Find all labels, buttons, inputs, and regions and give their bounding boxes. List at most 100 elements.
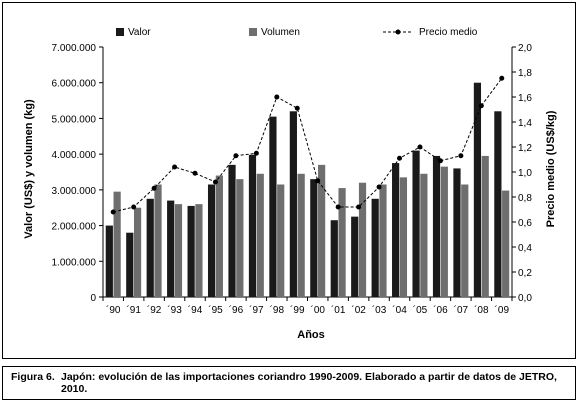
y-tick-label-right: 1,6 xyxy=(518,93,532,104)
bar-valor xyxy=(412,150,420,297)
x-tick-label: ´91 xyxy=(126,304,141,316)
x-tick-label: ´06 xyxy=(433,304,448,316)
bar-volumen xyxy=(502,190,510,297)
bar-volumen xyxy=(481,155,489,297)
y-axis-title-right: Precio medio (US$/kg) xyxy=(545,110,557,227)
bar-volumen xyxy=(174,204,183,297)
bar-volumen xyxy=(461,184,469,297)
y-tick-label-right: 1,2 xyxy=(518,143,532,154)
bar-volumen xyxy=(154,184,162,297)
bar-volumen xyxy=(236,179,244,297)
x-tick-label: ´01 xyxy=(331,304,346,316)
x-tick-label: ´95 xyxy=(208,304,223,316)
figure-caption-text: Japón: evolución de las importaciones co… xyxy=(61,371,557,395)
bar-valor xyxy=(248,154,257,297)
bar-valor xyxy=(146,198,154,297)
x-tick-label: ´09 xyxy=(495,304,510,316)
y-tick-label-right: 1,0 xyxy=(518,168,532,179)
y-tick-label-right: 0,8 xyxy=(518,193,532,204)
point-precio-medio xyxy=(110,209,116,215)
bar-volumen xyxy=(277,184,285,297)
bar-valor xyxy=(105,225,113,297)
x-tick-label: ´94 xyxy=(188,304,203,316)
y-tick-label-left: 1.000.000 xyxy=(52,257,97,268)
bar-volumen xyxy=(338,188,346,297)
y-axis-title-left: Valor (US$) y volumen (kg) xyxy=(23,99,35,239)
point-precio-medio xyxy=(478,103,484,109)
bar-valor xyxy=(371,198,379,297)
y-tick-label-left: 2.000.000 xyxy=(52,222,97,233)
point-precio-medio xyxy=(131,204,137,210)
bar-volumen xyxy=(399,177,408,297)
bar-volumen xyxy=(113,191,121,297)
bar-valor xyxy=(228,164,236,297)
point-precio-medio xyxy=(499,75,505,81)
x-tick-label: ´97 xyxy=(249,304,264,316)
bar-valor xyxy=(167,200,175,297)
bar-volumen xyxy=(133,207,142,297)
point-precio-medio xyxy=(397,155,403,161)
y-tick-label-right: 1,8 xyxy=(518,68,532,79)
x-tick-label: ´02 xyxy=(351,304,366,316)
y-tick-label-left: 0 xyxy=(90,293,96,304)
y-tick-label-left: 7.000.000 xyxy=(52,43,97,54)
point-precio-medio xyxy=(315,178,321,184)
legend-marker-precio xyxy=(395,29,401,35)
y-tick-label-right: 1,4 xyxy=(518,118,532,129)
bar-volumen xyxy=(195,204,203,297)
legend-label-valor: Valor xyxy=(128,27,151,38)
bar-volumen xyxy=(215,175,223,297)
x-tick-label: ´98 xyxy=(270,304,285,316)
legend-swatch-volumen xyxy=(249,28,257,36)
y-tick-label-right: 0,2 xyxy=(518,268,532,279)
point-precio-medio xyxy=(458,153,464,159)
bar-valor xyxy=(473,82,482,297)
y-tick-label-left: 3.000.000 xyxy=(52,186,97,197)
bar-valor xyxy=(351,216,359,297)
bar-volumen xyxy=(379,184,387,297)
y-tick-label-left: 4.000.000 xyxy=(52,150,97,161)
bar-volumen xyxy=(440,166,448,297)
bar-valor xyxy=(310,179,318,297)
bar-valor xyxy=(330,220,338,297)
y-tick-label-left: 6.000.000 xyxy=(52,79,97,90)
point-precio-medio xyxy=(437,158,443,164)
chart-legend: Valor Volumen Precio medio xyxy=(116,27,478,38)
line-precio-medio xyxy=(113,77,503,213)
chart: Valor Volumen Precio medio 0 1.000.000 2.0… xyxy=(23,27,557,341)
x-axis-title: Años xyxy=(297,329,325,341)
point-precio-medio xyxy=(172,164,178,170)
point-precio-medio xyxy=(335,204,341,210)
x-tick-label: ´04 xyxy=(392,304,407,316)
figure-label: Figura 6. xyxy=(11,371,55,383)
bar-volumen xyxy=(318,164,326,297)
bar-volumen xyxy=(420,173,428,297)
y-tick-label-right: 0,0 xyxy=(518,293,532,304)
point-precio-medio xyxy=(233,153,239,159)
figure-caption: Figura 6. Japón: evolución de las import… xyxy=(2,366,576,400)
x-tick-label: ´07 xyxy=(454,304,469,316)
x-tick-label: ´92 xyxy=(147,304,162,316)
point-precio-medio xyxy=(274,94,280,100)
point-precio-medio xyxy=(151,185,157,191)
bar-valor xyxy=(392,163,400,297)
bar-valor xyxy=(432,155,441,297)
x-tick-label: ´90 xyxy=(106,304,121,316)
bar-valor xyxy=(126,232,134,297)
y-tick-label-left: 5.000.000 xyxy=(52,114,97,125)
bar-valor xyxy=(187,205,195,297)
bar-valor xyxy=(453,168,461,297)
point-precio-medio xyxy=(212,179,218,185)
legend-swatch-valor xyxy=(116,28,124,36)
chart-frame: Valor Volumen Precio medio 0 1.000.000 2.0… xyxy=(2,2,576,359)
legend-label-precio: Precio medio xyxy=(419,27,478,38)
bar-valor xyxy=(269,116,277,298)
point-precio-medio xyxy=(417,144,423,150)
bar-valor xyxy=(289,111,297,298)
x-tick-label: ´93 xyxy=(167,304,182,316)
y-tick-label-right: 0,6 xyxy=(518,218,532,229)
x-tick-label: ´96 xyxy=(229,304,244,316)
point-precio-medio xyxy=(356,204,362,210)
y-tick-label-right: 2,0 xyxy=(518,43,532,54)
x-tick-label: ´08 xyxy=(474,304,489,316)
